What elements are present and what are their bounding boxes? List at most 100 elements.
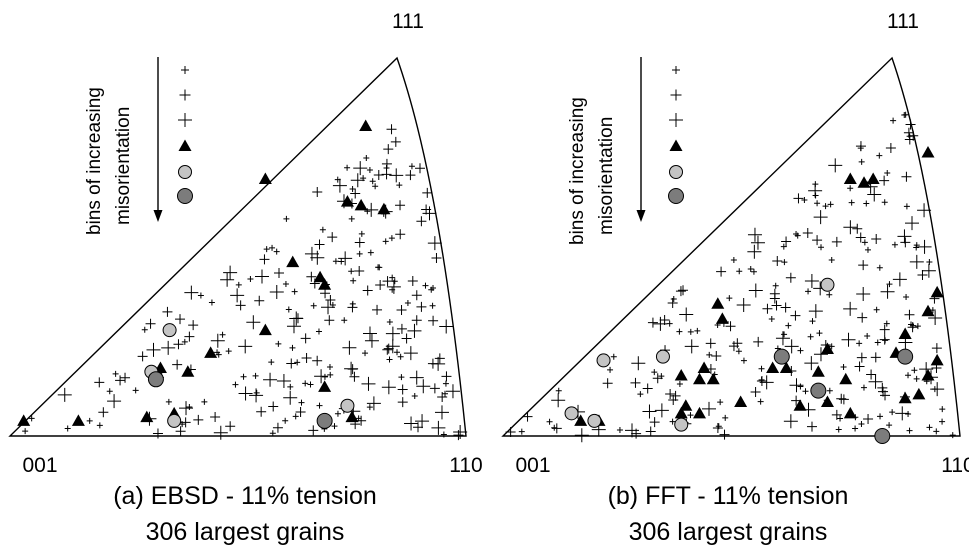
plus-marker bbox=[263, 372, 278, 387]
plus-marker bbox=[783, 414, 798, 429]
plus-marker bbox=[725, 321, 736, 332]
plus-marker bbox=[285, 306, 292, 313]
plus-marker bbox=[757, 398, 764, 405]
plus-marker bbox=[137, 351, 148, 362]
plus-marker bbox=[808, 183, 823, 198]
plus-marker bbox=[349, 371, 360, 382]
plus-marker bbox=[440, 431, 447, 438]
plus-marker bbox=[306, 271, 317, 282]
dark-circle-marker bbox=[897, 348, 914, 365]
plus-marker bbox=[828, 343, 835, 350]
plus-marker bbox=[214, 349, 221, 356]
plus-marker bbox=[141, 326, 148, 333]
plus-marker bbox=[750, 268, 757, 275]
plus-marker bbox=[866, 369, 877, 380]
plus-marker bbox=[647, 317, 658, 328]
plus-marker bbox=[871, 233, 882, 244]
plus-marker bbox=[903, 203, 910, 210]
triangle-marker bbox=[674, 369, 688, 381]
plus-marker bbox=[235, 281, 242, 288]
plus-marker bbox=[389, 274, 396, 281]
plus-marker bbox=[931, 386, 938, 393]
plus-marker bbox=[396, 323, 407, 334]
plus-marker bbox=[386, 124, 397, 135]
plus-marker bbox=[381, 380, 396, 395]
plus-marker bbox=[321, 373, 328, 380]
plus-marker bbox=[807, 333, 814, 340]
corner-label-right: 110 bbox=[449, 454, 482, 477]
legend-marker-dark-circle bbox=[668, 188, 684, 204]
plus-marker bbox=[670, 295, 677, 302]
plus-marker bbox=[286, 358, 297, 369]
plus-marker bbox=[878, 386, 889, 397]
plus-marker bbox=[864, 246, 871, 253]
plus-marker bbox=[120, 372, 131, 383]
plus-marker bbox=[551, 423, 562, 434]
plus-marker bbox=[939, 418, 946, 425]
plus-marker bbox=[312, 187, 323, 198]
plus-marker bbox=[413, 422, 424, 433]
plus-marker bbox=[282, 417, 289, 424]
plus-marker bbox=[269, 244, 276, 251]
plus-marker bbox=[372, 304, 383, 315]
plus-marker bbox=[642, 404, 657, 419]
plus-marker bbox=[382, 238, 389, 245]
plus-marker bbox=[342, 340, 357, 355]
plus-marker bbox=[785, 272, 796, 283]
plus-marker bbox=[383, 343, 394, 354]
light-circle-marker bbox=[674, 417, 689, 432]
plus-marker bbox=[327, 371, 334, 378]
plus-marker bbox=[275, 340, 282, 347]
plus-marker bbox=[879, 334, 890, 345]
plus-marker bbox=[404, 416, 419, 431]
plus-marker bbox=[315, 328, 322, 335]
plus-marker bbox=[881, 199, 888, 206]
plus-marker bbox=[404, 299, 411, 306]
plus-marker bbox=[909, 254, 924, 269]
plus-marker bbox=[263, 246, 270, 253]
plus-marker bbox=[411, 290, 422, 301]
plus-marker bbox=[283, 390, 298, 405]
plus-marker bbox=[735, 348, 742, 355]
plus-marker bbox=[797, 383, 804, 390]
plus-marker bbox=[437, 392, 448, 403]
legend-marker-triangle bbox=[669, 139, 683, 151]
legend-markers bbox=[668, 66, 684, 204]
plus-marker bbox=[806, 421, 817, 432]
plus-marker bbox=[736, 298, 751, 313]
light-circle-marker bbox=[340, 398, 355, 413]
plus-marker bbox=[398, 374, 405, 381]
plus-marker bbox=[434, 353, 445, 364]
plus-marker bbox=[416, 301, 427, 312]
plus-marker bbox=[758, 365, 765, 372]
plus-marker bbox=[928, 311, 943, 326]
triangle-marker bbox=[711, 297, 725, 309]
plus-marker bbox=[781, 259, 788, 266]
plus-marker bbox=[289, 344, 296, 351]
plus-marker bbox=[57, 387, 72, 402]
plus-marker bbox=[395, 229, 406, 240]
plus-marker bbox=[616, 426, 623, 433]
plus-marker bbox=[349, 186, 356, 193]
plus-marker bbox=[610, 353, 617, 360]
plus-marker bbox=[364, 333, 379, 348]
plus-marker bbox=[389, 168, 404, 183]
plus-marker bbox=[291, 288, 298, 295]
plus-marker bbox=[684, 339, 699, 354]
triangle-marker bbox=[574, 414, 588, 426]
plus-marker bbox=[319, 226, 326, 233]
plus-marker bbox=[772, 282, 779, 289]
plus-marker bbox=[645, 426, 656, 437]
triangle-marker bbox=[313, 270, 327, 283]
triangle-marker bbox=[693, 372, 707, 385]
plus-marker bbox=[789, 378, 804, 393]
plus-marker bbox=[748, 283, 763, 298]
plus-marker bbox=[679, 307, 694, 322]
plus-marker bbox=[301, 353, 312, 364]
plus-marker bbox=[415, 414, 430, 429]
plus-marker bbox=[870, 352, 881, 363]
light-circle-marker bbox=[162, 323, 177, 338]
plus-marker bbox=[840, 364, 847, 371]
corner-label-origin: 001 bbox=[515, 454, 550, 477]
plus-marker bbox=[769, 293, 780, 304]
